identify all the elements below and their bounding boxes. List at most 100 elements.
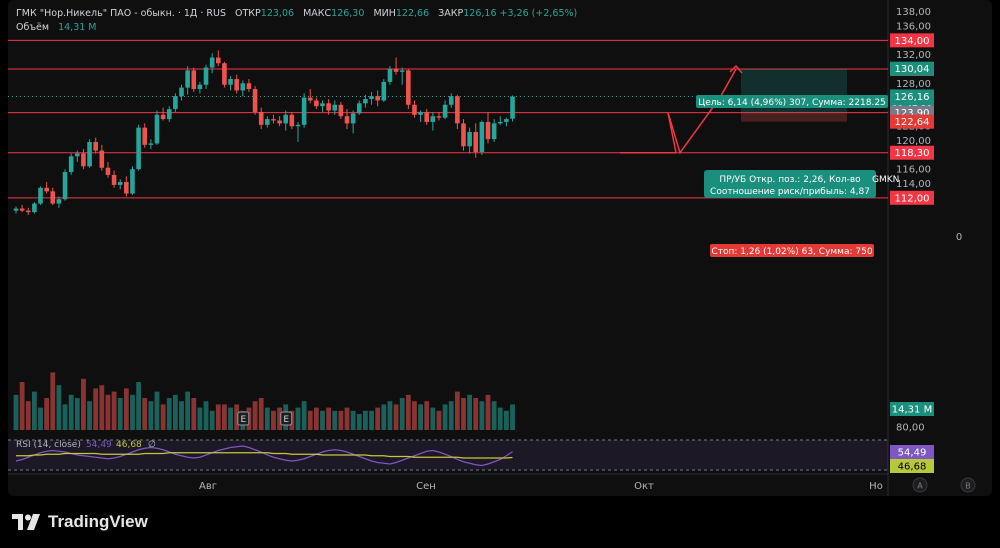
candle-body bbox=[320, 103, 325, 107]
rsi-ma-badge: 46,68 bbox=[890, 459, 934, 473]
rsi-ma-badge-text: 46,68 bbox=[898, 462, 927, 473]
candlestick-chart[interactable]: E E Цель: 6,14 (4,96%) 307, Сумма: 2218.25… bbox=[8, 0, 992, 496]
candle-body bbox=[399, 70, 405, 72]
volume-bar bbox=[418, 404, 423, 430]
volume-bar bbox=[442, 404, 448, 430]
candle bbox=[111, 170, 117, 188]
volume-bar bbox=[50, 372, 56, 430]
axis-button-a[interactable]: A bbox=[912, 477, 928, 493]
candle bbox=[87, 139, 92, 168]
candle bbox=[375, 90, 380, 107]
candle bbox=[277, 116, 282, 127]
volume-bar bbox=[203, 401, 209, 430]
time-tick-label: Сен bbox=[416, 481, 436, 492]
volume-bar bbox=[81, 378, 86, 430]
candle bbox=[418, 110, 423, 122]
volume-bar bbox=[25, 401, 31, 430]
volume-bar bbox=[381, 404, 387, 430]
right-scale-value: 0 bbox=[956, 232, 962, 243]
price-tick-label: 120,00 bbox=[896, 136, 931, 147]
candle bbox=[461, 119, 466, 151]
candle bbox=[436, 111, 442, 121]
volume-bar bbox=[31, 391, 37, 430]
candle-body bbox=[203, 67, 209, 85]
position-info-bg bbox=[704, 170, 876, 198]
candle bbox=[497, 116, 503, 125]
candle bbox=[117, 179, 123, 190]
stop-label-bg bbox=[710, 244, 874, 257]
level-badge-bg bbox=[890, 190, 934, 205]
volume-bar bbox=[485, 394, 491, 430]
candle bbox=[393, 57, 399, 75]
candle-body bbox=[191, 70, 197, 90]
volume-bar bbox=[160, 404, 166, 430]
volume-bar bbox=[320, 410, 325, 430]
volume-bar bbox=[436, 410, 442, 430]
candle-body bbox=[271, 119, 276, 121]
volume-bar bbox=[461, 398, 466, 430]
candle bbox=[504, 117, 509, 127]
symbol-header: ГМК "Нор.Никель" ПАО - обыкн. · 1Д · RUS… bbox=[16, 8, 577, 19]
rsi-ma-value: 46,68 bbox=[116, 440, 142, 450]
rsi-extra: ∅ bbox=[148, 440, 156, 450]
candle-body bbox=[81, 153, 86, 167]
volume-bar bbox=[117, 398, 123, 430]
candle-body bbox=[332, 104, 338, 111]
candle bbox=[154, 110, 160, 145]
volume-bar bbox=[136, 382, 141, 430]
candle-body bbox=[19, 208, 25, 211]
candle-body bbox=[56, 199, 62, 204]
candle bbox=[240, 80, 246, 97]
high-value: 126,30 bbox=[331, 8, 365, 19]
candle bbox=[191, 67, 197, 92]
stop-label-text: Стоп: 1,26 (1,02%) 63, Сумма: 750 bbox=[711, 247, 872, 257]
candle bbox=[271, 114, 276, 124]
candle-body bbox=[173, 96, 178, 110]
axis-button-b[interactable]: B bbox=[960, 477, 976, 493]
axis-button-bg bbox=[960, 477, 976, 493]
candle bbox=[50, 187, 56, 205]
volume-bar bbox=[44, 398, 50, 430]
volume-badge-text: 14,31 M bbox=[892, 405, 932, 416]
volume-bar bbox=[301, 401, 307, 430]
candle bbox=[350, 110, 356, 134]
candle bbox=[307, 89, 313, 104]
volume-bar bbox=[338, 410, 344, 430]
candle bbox=[295, 121, 301, 142]
volume-header: Объём 14,31 M bbox=[16, 22, 97, 33]
stop-price-badge: 122,64 bbox=[890, 114, 934, 129]
axis-button-label: A bbox=[917, 482, 923, 491]
high-label: МАКС bbox=[303, 8, 332, 19]
candle bbox=[356, 100, 362, 115]
candle-body bbox=[228, 79, 233, 85]
candle-body bbox=[62, 172, 68, 200]
candle bbox=[246, 79, 252, 92]
candle bbox=[448, 93, 454, 108]
price-tick-label: 128,00 bbox=[896, 79, 931, 90]
volume-bar bbox=[197, 407, 203, 430]
earnings-marker-box bbox=[237, 411, 250, 426]
candle bbox=[215, 50, 221, 67]
candle bbox=[148, 139, 154, 150]
candle bbox=[222, 61, 227, 88]
projection-path bbox=[620, 68, 737, 155]
candle-body bbox=[246, 83, 252, 90]
candle-body bbox=[430, 116, 436, 122]
price-tick-label: 138,00 bbox=[896, 7, 931, 18]
candle bbox=[197, 81, 203, 94]
candle bbox=[62, 169, 68, 201]
candle-body bbox=[185, 70, 190, 88]
ticker-label: GMKN bbox=[872, 175, 899, 185]
candle-body bbox=[406, 70, 411, 105]
candle bbox=[56, 196, 62, 208]
candle-body bbox=[240, 83, 246, 91]
volume-bar bbox=[123, 388, 129, 430]
open-label: ОТКР bbox=[235, 8, 261, 19]
candle-body bbox=[375, 96, 380, 101]
target-price-badge: 130,04 bbox=[890, 61, 934, 76]
candle bbox=[160, 107, 166, 121]
price-tick-label: 136,00 bbox=[896, 22, 931, 33]
volume-bar bbox=[405, 394, 411, 430]
candle-body bbox=[154, 114, 160, 144]
tradingview-logo: TradingView bbox=[12, 512, 148, 532]
